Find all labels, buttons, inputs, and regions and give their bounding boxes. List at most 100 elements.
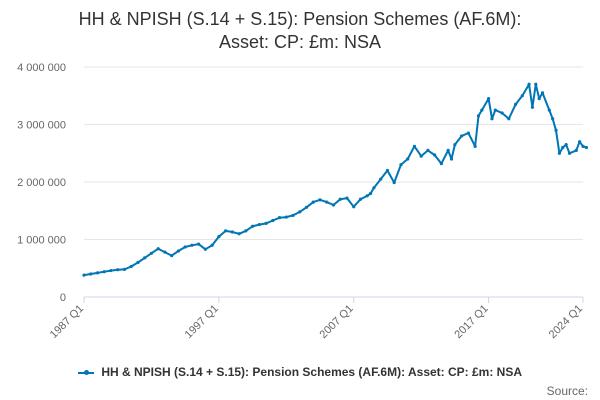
data-point (500, 111, 504, 115)
data-point (578, 140, 582, 144)
data-point (298, 210, 302, 214)
series-points (82, 82, 588, 277)
data-point (156, 247, 160, 251)
data-point (109, 268, 113, 273)
data-point (149, 251, 154, 255)
data-point (244, 229, 248, 233)
data-point (331, 203, 336, 207)
data-point (176, 249, 181, 253)
data-point (277, 216, 282, 220)
data-point (102, 270, 106, 274)
y-tick-label: 4 000 000 (17, 62, 66, 74)
data-point (551, 117, 555, 121)
data-point (163, 250, 167, 254)
data-point (584, 145, 588, 150)
chart-title: HH & NPISH (S.14 + S.15): Pension Scheme… (0, 8, 600, 54)
data-point (530, 105, 535, 109)
data-point (82, 273, 86, 277)
data-point (493, 108, 497, 112)
y-tick-label: 2 000 000 (17, 177, 66, 189)
data-point (224, 229, 228, 233)
data-point (365, 194, 369, 198)
legend[interactable]: HH & NPISH (S.14 + S.15): Pension Scheme… (0, 365, 600, 379)
data-point (453, 143, 457, 147)
data-point (264, 221, 268, 225)
data-point (466, 131, 470, 135)
data-point (547, 108, 551, 112)
data-point (250, 224, 255, 228)
data-point (476, 114, 481, 118)
data-point (406, 157, 410, 161)
data-point (170, 254, 174, 258)
data-point (284, 215, 288, 219)
data-point (311, 200, 315, 204)
data-point (527, 82, 531, 86)
data-point (513, 102, 518, 106)
data-point (419, 154, 423, 158)
data-point (358, 197, 363, 201)
data-point (561, 145, 565, 150)
data-point (129, 264, 133, 269)
data-point (136, 260, 140, 265)
data-point (480, 108, 484, 112)
y-tick-label: 1 000 000 (17, 235, 66, 247)
data-point (564, 143, 568, 147)
legend-label: HH & NPISH (S.14 + S.15): Pension Scheme… (101, 365, 522, 379)
data-point (490, 117, 494, 121)
data-point (230, 230, 234, 234)
chart-title-line1: HH & NPISH (S.14 + S.15): Pension Scheme… (78, 9, 522, 29)
data-point (460, 134, 464, 138)
data-point (540, 91, 545, 95)
data-point (385, 168, 390, 173)
data-point (412, 144, 417, 148)
data-point (352, 205, 356, 209)
data-point (291, 213, 295, 217)
data-point (574, 148, 578, 152)
data-point (426, 148, 430, 152)
x-tick-label: 2017 Q1 (452, 303, 490, 341)
data-point (122, 267, 127, 271)
series-line (83, 83, 587, 277)
data-point (143, 256, 147, 260)
data-point (534, 82, 538, 86)
data-point (554, 128, 558, 132)
chart-title-line2: Asset: CP: £m: NSA (218, 32, 382, 52)
x-tick-label: 1997 Q1 (183, 303, 221, 341)
data-point (338, 197, 342, 201)
data-point (567, 151, 572, 155)
data-point (379, 177, 383, 181)
data-point (449, 157, 454, 161)
legend-line-icon (78, 368, 94, 377)
data-point (217, 235, 221, 239)
data-point (116, 268, 120, 272)
data-point (446, 148, 450, 152)
source-label: Source: (546, 384, 588, 398)
data-point (368, 191, 373, 196)
data-point (433, 153, 437, 157)
data-point (537, 97, 541, 101)
data-point (581, 144, 585, 148)
data-point (304, 205, 309, 209)
data-point (392, 180, 396, 185)
data-point (203, 247, 207, 251)
y-tick-label: 0 (60, 292, 66, 304)
data-point (318, 198, 322, 202)
data-point (345, 196, 349, 200)
data-point (95, 271, 100, 275)
data-point (210, 243, 214, 247)
x-tick-label: 2024 Q1 (547, 303, 585, 341)
data-point (486, 97, 491, 101)
x-tick-label: 1987 Q1 (48, 303, 86, 341)
data-point (271, 218, 275, 223)
data-point (399, 163, 403, 167)
y-tick-label: 3 000 000 (17, 120, 66, 132)
data-point (190, 243, 194, 247)
data-point (473, 144, 477, 148)
data-point (439, 162, 443, 166)
data-point (183, 245, 187, 249)
data-point (520, 94, 524, 98)
data-point (89, 272, 93, 276)
data-point (325, 200, 329, 204)
data-point (257, 222, 261, 227)
